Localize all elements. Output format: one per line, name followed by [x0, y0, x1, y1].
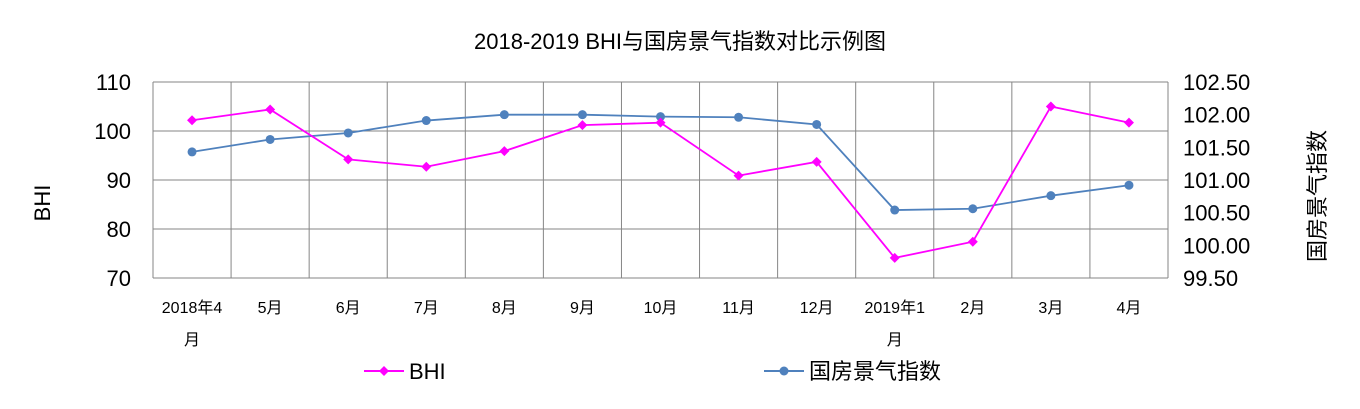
x-tick-label: 8月 [492, 300, 517, 317]
right-axis-ticks: 99.50 100.00 100.50 101.00 101.50 102.00 102.5… [1183, 70, 1250, 291]
data-point [343, 128, 353, 138]
x-tick-label: 10月 [644, 300, 678, 317]
x-tick-label: 6月 [336, 300, 361, 317]
data-point [187, 115, 198, 126]
legend-label: 国房景气指数 [809, 359, 941, 384]
data-point [811, 156, 822, 167]
right-axis-label: 国房景气指数 [1305, 130, 1330, 262]
x-tick-label: 4月 [1117, 300, 1142, 317]
x-tick-label: 9月 [570, 300, 595, 317]
data-point [1123, 117, 1134, 128]
data-point [265, 134, 275, 144]
legend-item: 国房景气指数 [764, 359, 941, 384]
data-point [655, 117, 666, 128]
data-point [421, 116, 431, 126]
legend-marker [779, 366, 789, 376]
data-point [733, 170, 744, 181]
data-point [1046, 191, 1056, 201]
right-tick-label: 101.50 [1183, 135, 1250, 160]
data-point [499, 146, 510, 157]
right-tick-label: 100.00 [1183, 233, 1250, 258]
right-tick-label: 102.00 [1183, 103, 1250, 128]
series-line [191, 113, 1130, 211]
data-point [734, 112, 744, 122]
legend-marker [379, 366, 389, 376]
series-guofang [187, 110, 1134, 215]
data-point [890, 205, 900, 215]
data-point [889, 252, 900, 263]
data-point [265, 104, 276, 115]
data-point [1124, 180, 1134, 190]
series-layer [187, 101, 1134, 263]
data-point [968, 204, 978, 214]
left-tick-label: 80 [107, 217, 131, 242]
series-bhi [187, 101, 1134, 263]
plot-grid [152, 81, 1169, 279]
data-point [499, 110, 509, 120]
legend-label: BHI [409, 359, 446, 384]
legend-item: BHI [364, 359, 446, 384]
left-tick-label: 110 [96, 70, 131, 95]
right-tick-label: 99.50 [1183, 266, 1238, 291]
x-tick-label: 2月 [960, 300, 985, 317]
chart-title: 2018-2019 BHI与国房景气指数对比示例图 [474, 29, 886, 54]
data-point [1045, 101, 1056, 112]
series-line [191, 105, 1130, 259]
x-tick-label: 12月 [800, 300, 834, 317]
x-tick-label: 2019年1 月 [864, 299, 925, 349]
data-point [967, 236, 978, 247]
right-tick-label: 100.50 [1183, 201, 1250, 226]
data-point [812, 119, 822, 129]
right-tick-label: 101.00 [1183, 168, 1250, 193]
data-point [343, 154, 354, 165]
x-tick-label: 11月 [722, 300, 755, 317]
x-tick-label: 5月 [258, 300, 283, 317]
right-tick-label: 102.50 [1183, 70, 1250, 95]
left-tick-label: 70 [107, 266, 131, 291]
data-point [577, 110, 587, 120]
x-tick-label: 3月 [1038, 300, 1063, 317]
x-axis-ticks: 2018年4 月 5月 6月 7月 8月 9月 10月 11月 12月 2019年1 月 2月 3月 4月 [162, 299, 1142, 349]
legend: BHI 国房景气指数 [364, 359, 941, 384]
left-axis-label: BHI [30, 185, 55, 222]
left-tick-label: 90 [107, 168, 131, 193]
x-tick-label: 2018年4 月 [162, 299, 223, 349]
x-tick-label: 7月 [414, 300, 439, 317]
left-tick-label: 100 [94, 119, 131, 144]
data-point [187, 147, 197, 157]
data-point [656, 112, 665, 122]
data-point [577, 120, 588, 131]
left-axis-ticks: 70 80 90 100 110 [94, 70, 131, 291]
data-point [421, 161, 432, 172]
